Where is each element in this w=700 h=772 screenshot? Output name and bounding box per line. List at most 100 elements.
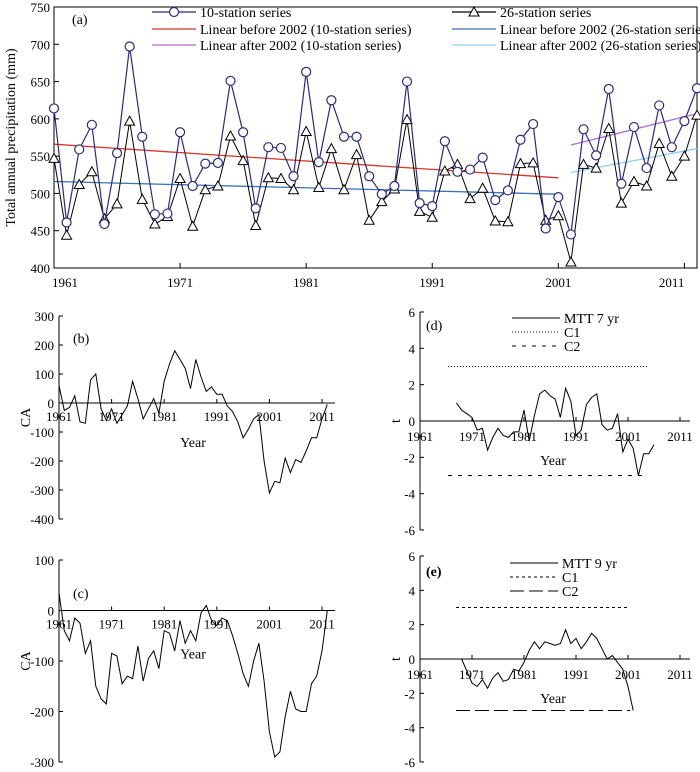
- y-tick-label: 100: [35, 367, 55, 382]
- y-tick-label: 300: [35, 309, 55, 324]
- circle-marker: [138, 132, 147, 141]
- y-axis-title: Total annual precipitation (mm): [4, 48, 19, 227]
- panel-label: (d): [426, 319, 443, 334]
- legend-label: C2: [564, 340, 580, 355]
- circle-marker: [188, 181, 197, 190]
- legend-label: 26-station series: [500, 6, 591, 21]
- y-tick-label: -300: [30, 755, 54, 767]
- circle-marker: [289, 172, 298, 181]
- circle-marker: [125, 42, 134, 51]
- triangle-marker: [263, 173, 273, 182]
- x-tick-label: 2011: [667, 429, 693, 444]
- y-axis-title: t: [389, 419, 404, 423]
- x-tick-label: 1971: [167, 275, 193, 290]
- legend-label: Linear before 2002 (10-station series): [200, 23, 412, 38]
- circle-marker: [491, 196, 500, 205]
- triangle-marker: [314, 182, 324, 191]
- circle-marker: [655, 101, 664, 110]
- triangle-marker: [553, 211, 563, 220]
- x-tick-label: 1981: [511, 429, 537, 444]
- x-axis-title: Year: [180, 648, 206, 663]
- x-tick-label: 2001: [256, 617, 282, 632]
- legend-label: Linear after 2002 (10-station series): [200, 39, 402, 54]
- y-tick-label: -200: [30, 454, 54, 469]
- triangle-marker: [49, 153, 59, 162]
- y-tick-label: 0: [409, 652, 416, 667]
- circle-marker: [693, 84, 700, 93]
- legend-label: C2: [562, 585, 578, 600]
- circle-marker: [339, 132, 348, 141]
- circle-marker: [150, 210, 159, 219]
- circle-marker: [529, 120, 538, 129]
- x-tick-label: 1991: [204, 409, 230, 424]
- triangle-marker: [528, 158, 538, 167]
- circle-marker: [541, 224, 550, 233]
- triangle-marker: [137, 194, 147, 203]
- circle-marker: [453, 167, 462, 176]
- circle-marker: [516, 135, 525, 144]
- x-tick-label: 1971: [459, 667, 485, 682]
- x-tick-label: 1991: [563, 667, 589, 682]
- triangle-marker: [616, 198, 626, 207]
- x-tick-label: 1971: [459, 429, 485, 444]
- circle-marker: [50, 104, 59, 113]
- triangle-marker: [188, 221, 198, 230]
- y-tick-label: 200: [35, 338, 55, 353]
- triangle-marker: [150, 219, 160, 228]
- x-tick-label: 1991: [204, 617, 230, 632]
- x-tick-label: 2001: [256, 409, 282, 424]
- circle-marker: [163, 209, 172, 218]
- legend-label: MTT 9 yr: [562, 557, 617, 572]
- triangle-marker: [326, 144, 336, 153]
- circle-marker: [87, 120, 96, 129]
- triangle-marker: [427, 212, 437, 221]
- circle-marker: [604, 85, 613, 94]
- circle-marker: [377, 190, 386, 199]
- y-tick-label: -6: [404, 755, 415, 767]
- circle-marker: [629, 123, 638, 132]
- circle-marker: [617, 179, 626, 188]
- circle-marker: [264, 143, 273, 152]
- triangle-marker: [112, 199, 122, 208]
- y-tick-label: -4: [404, 487, 415, 502]
- x-tick-label: 1981: [293, 275, 319, 290]
- x-tick-label: 2011: [309, 617, 335, 632]
- triangle-marker: [490, 216, 500, 225]
- circle-marker: [213, 158, 222, 167]
- y-tick-label: 450: [31, 224, 51, 239]
- x-tick-label: 1961: [46, 617, 72, 632]
- circle-marker: [113, 149, 122, 158]
- y-tick-label: 700: [31, 37, 51, 52]
- y-tick-label: 0: [409, 414, 416, 429]
- x-tick-label: 2001: [615, 429, 641, 444]
- legend-label: C1: [564, 326, 580, 341]
- circle-marker: [440, 137, 449, 146]
- legend-label: 10-station series: [200, 6, 291, 21]
- circle-marker: [251, 204, 260, 213]
- circle-marker: [428, 202, 437, 211]
- x-tick-label: 1981: [151, 409, 177, 424]
- legend-label: Linear after 2002 (26-station series): [500, 39, 700, 54]
- circle-marker: [302, 67, 311, 76]
- circle-marker: [62, 218, 71, 227]
- triangle-marker: [226, 131, 236, 140]
- x-tick-label: 2001: [545, 275, 571, 290]
- y-tick-label: 600: [31, 112, 51, 127]
- legend-label: Linear before 2002 (26-station series): [500, 23, 700, 38]
- x-axis-title: Year: [540, 454, 566, 469]
- y-tick-label: 650: [31, 75, 51, 90]
- triangle-marker: [364, 215, 374, 224]
- y-axis-title: CA: [19, 650, 34, 670]
- y-tick-label: 400: [31, 261, 51, 276]
- triangle-marker: [654, 138, 664, 147]
- x-tick-label: 1961: [407, 667, 433, 682]
- triangle-marker: [301, 127, 311, 136]
- legend-label: C1: [562, 571, 578, 586]
- x-tick-label: 2011: [659, 275, 685, 290]
- x-tick-label: 1961: [407, 429, 433, 444]
- y-tick-label: -2: [404, 686, 415, 701]
- panel-label: (b): [73, 332, 90, 347]
- panel-label: (a): [72, 13, 88, 28]
- x-tick-label: 2001: [615, 667, 641, 682]
